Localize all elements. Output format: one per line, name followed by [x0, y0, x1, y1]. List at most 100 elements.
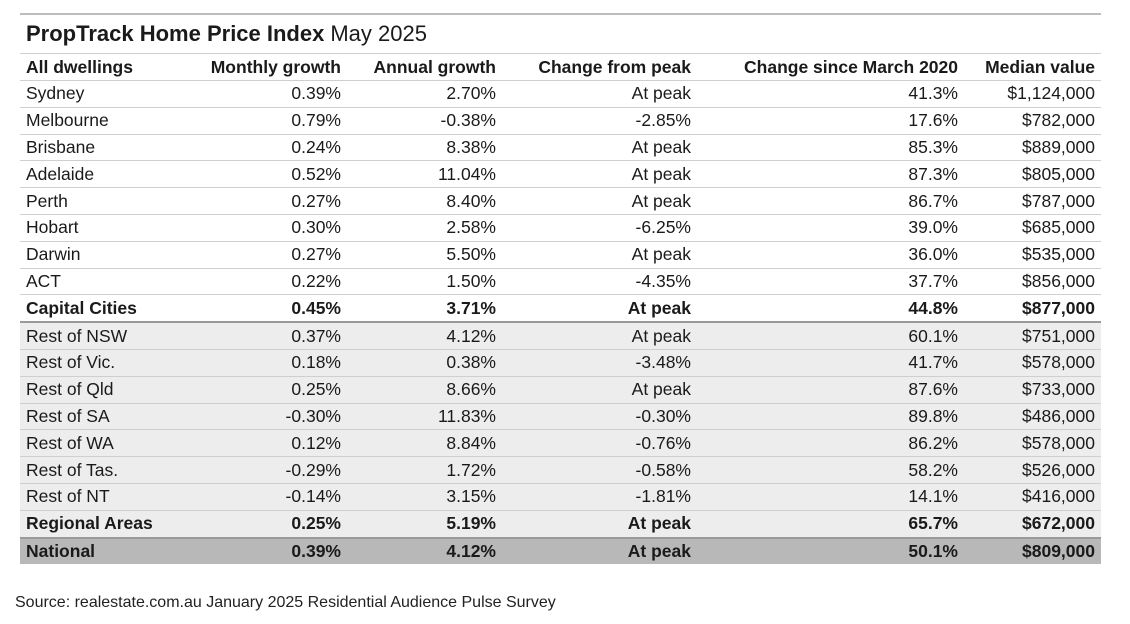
cell-median-value: $486,000	[964, 403, 1101, 431]
cell-change-since-march-2020: 39.0%	[697, 214, 964, 242]
cell-change-from-peak: At peak	[502, 80, 697, 108]
source-note: Source: realestate.com.au January 2025 R…	[15, 594, 556, 611]
table-row: Capital Cities 0.45% 3.71% At peak 44.8% $877…	[20, 294, 1101, 324]
table-row: Regional Areas 0.25% 5.19% At peak 65.7% $672…	[20, 510, 1101, 539]
cell-monthly-growth: 0.39%	[190, 80, 347, 108]
cell-median-value: $1,124,000	[964, 80, 1101, 108]
cell-annual-growth: 2.58%	[347, 214, 502, 242]
cell-change-from-peak: -6.25%	[502, 214, 697, 242]
cell-region: Hobart	[20, 214, 190, 242]
table-row: Rest of Qld 0.25% 8.66% At peak 87.6% $733,00…	[20, 376, 1101, 404]
cell-monthly-growth: 0.12%	[190, 429, 347, 458]
cell-region: Rest of Qld	[20, 376, 190, 404]
table-body: Sydney 0.39% 2.70% At peak 41.3% $1,124,000 Me…	[20, 80, 1101, 565]
cell-annual-growth: 8.38%	[347, 134, 502, 162]
cell-region: Rest of NSW	[20, 322, 190, 350]
cell-annual-growth: 3.15%	[347, 483, 502, 511]
cell-region: Adelaide	[20, 160, 190, 189]
table-row: Hobart 0.30% 2.58% -6.25% 39.0% $685,000	[20, 214, 1101, 242]
cell-region: Darwin	[20, 241, 190, 269]
top-rule	[20, 13, 1101, 15]
cell-change-from-peak: -0.76%	[502, 429, 697, 458]
cell-region: Perth	[20, 187, 190, 215]
cell-monthly-growth: 0.39%	[190, 537, 347, 565]
cell-change-from-peak: At peak	[502, 510, 697, 539]
table-title-bold: PropTrack Home Price Index	[26, 21, 325, 46]
cell-change-since-march-2020: 58.2%	[697, 456, 964, 484]
cell-change-from-peak: -2.85%	[502, 107, 697, 135]
column-header-change-since-march-2020: Change since March 2020	[697, 54, 964, 81]
cell-median-value: $782,000	[964, 107, 1101, 135]
cell-change-since-march-2020: 65.7%	[697, 510, 964, 539]
table-row: Rest of NT -0.14% 3.15% -1.81% 14.1% $416,000	[20, 483, 1101, 511]
cell-median-value: $685,000	[964, 214, 1101, 242]
table-header-row: All dwellings Monthly growth Annual growth…	[20, 54, 1101, 81]
cell-median-value: $809,000	[964, 537, 1101, 565]
cell-change-since-march-2020: 14.1%	[697, 483, 964, 511]
cell-annual-growth: 1.50%	[347, 268, 502, 296]
cell-median-value: $672,000	[964, 510, 1101, 539]
cell-change-from-peak: At peak	[502, 322, 697, 350]
cell-region: Capital Cities	[20, 294, 190, 324]
cell-monthly-growth: 0.22%	[190, 268, 347, 296]
cell-monthly-growth: 0.79%	[190, 107, 347, 135]
cell-median-value: $733,000	[964, 376, 1101, 404]
table-title: PropTrack Home Price Index May 2025	[20, 15, 1101, 54]
cell-monthly-growth: 0.30%	[190, 214, 347, 242]
cell-change-from-peak: At peak	[502, 294, 697, 324]
cell-change-since-march-2020: 36.0%	[697, 241, 964, 269]
cell-change-since-march-2020: 60.1%	[697, 322, 964, 350]
cell-monthly-growth: 0.27%	[190, 187, 347, 215]
table-row: Rest of SA -0.30% 11.83% -0.30% 89.8% $486,00…	[20, 403, 1101, 431]
cell-annual-growth: 4.12%	[347, 537, 502, 565]
table-row: Rest of NSW 0.37% 4.12% At peak 60.1% $751,00…	[20, 322, 1101, 350]
cell-change-from-peak: -1.81%	[502, 483, 697, 511]
cell-monthly-growth: 0.25%	[190, 376, 347, 404]
cell-annual-growth: 3.71%	[347, 294, 502, 324]
table-row: Melbourne 0.79% -0.38% -2.85% 17.6% $782,000	[20, 107, 1101, 135]
cell-change-since-march-2020: 86.2%	[697, 429, 964, 458]
cell-change-since-march-2020: 87.3%	[697, 160, 964, 189]
cell-annual-growth: 1.72%	[347, 456, 502, 484]
cell-annual-growth: -0.38%	[347, 107, 502, 135]
column-header-region: All dwellings	[20, 54, 190, 81]
cell-change-since-march-2020: 17.6%	[697, 107, 964, 135]
cell-change-since-march-2020: 44.8%	[697, 294, 964, 324]
cell-region: National	[20, 537, 190, 565]
table-row: ACT 0.22% 1.50% -4.35% 37.7% $856,000	[20, 268, 1101, 296]
price-index-panel: PropTrack Home Price Index May 2025 All …	[20, 13, 1101, 565]
table-row: Perth 0.27% 8.40% At peak 86.7% $787,000	[20, 187, 1101, 215]
cell-region: Rest of WA	[20, 429, 190, 458]
cell-annual-growth: 11.83%	[347, 403, 502, 431]
table-row: National 0.39% 4.12% At peak 50.1% $809,000	[20, 537, 1101, 565]
cell-change-from-peak: -4.35%	[502, 268, 697, 296]
table-row: Rest of Tas. -0.29% 1.72% -0.58% 58.2% $526,0…	[20, 456, 1101, 484]
cell-change-since-march-2020: 87.6%	[697, 376, 964, 404]
cell-median-value: $805,000	[964, 160, 1101, 189]
cell-median-value: $889,000	[964, 134, 1101, 162]
table-row: Rest of Vic. 0.18% 0.38% -3.48% 41.7% $578,00…	[20, 349, 1101, 377]
cell-median-value: $751,000	[964, 322, 1101, 350]
cell-median-value: $535,000	[964, 241, 1101, 269]
cell-median-value: $416,000	[964, 483, 1101, 511]
cell-change-from-peak: At peak	[502, 187, 697, 215]
cell-region: Rest of Tas.	[20, 456, 190, 484]
cell-annual-growth: 11.04%	[347, 160, 502, 189]
cell-region: Melbourne	[20, 107, 190, 135]
cell-region: Sydney	[20, 80, 190, 108]
cell-monthly-growth: 0.25%	[190, 510, 347, 539]
cell-median-value: $578,000	[964, 349, 1101, 377]
cell-region: Regional Areas	[20, 510, 190, 539]
column-header-annual-growth: Annual growth	[347, 54, 502, 81]
table-row: Sydney 0.39% 2.70% At peak 41.3% $1,124,000	[20, 80, 1101, 108]
cell-monthly-growth: -0.30%	[190, 403, 347, 431]
cell-change-since-march-2020: 41.7%	[697, 349, 964, 377]
cell-change-since-march-2020: 86.7%	[697, 187, 964, 215]
cell-median-value: $578,000	[964, 429, 1101, 458]
cell-median-value: $856,000	[964, 268, 1101, 296]
table-row: Darwin 0.27% 5.50% At peak 36.0% $535,000	[20, 241, 1101, 269]
cell-median-value: $877,000	[964, 294, 1101, 324]
price-index-table: All dwellings Monthly growth Annual growth…	[20, 54, 1101, 565]
cell-change-from-peak: At peak	[502, 376, 697, 404]
table-row: Brisbane 0.24% 8.38% At peak 85.3% $889,000	[20, 134, 1101, 162]
